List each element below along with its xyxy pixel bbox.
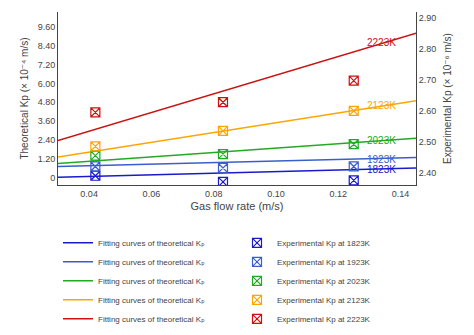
svg-text:2.90: 2.90 — [419, 13, 437, 23]
svg-text:Experimental Kp at 2123K: Experimental Kp at 2123K — [277, 296, 371, 305]
svg-text:Experimental Kp at 1923K: Experimental Kp at 1923K — [277, 258, 371, 267]
svg-text:6.00: 6.00 — [38, 79, 56, 89]
svg-text:1823K: 1823K — [367, 164, 396, 175]
svg-text:0.10: 0.10 — [267, 189, 285, 199]
svg-text:2223K: 2223K — [367, 37, 396, 48]
svg-text:Fitting curves of theoretical: Fitting curves of theoretical Kₚ — [98, 277, 205, 286]
svg-text:2123K: 2123K — [367, 100, 396, 111]
svg-text:Theoretical Kp (× 10⁻⁴ m/s): Theoretical Kp (× 10⁻⁴ m/s) — [19, 37, 30, 159]
svg-text:Fitting curves of theoretical: Fitting curves of theoretical Kₚ — [98, 315, 205, 324]
svg-text:0.06: 0.06 — [143, 189, 161, 199]
svg-text:Experimental Kp at 2223K: Experimental Kp at 2223K — [277, 315, 371, 324]
svg-text:2.50: 2.50 — [419, 137, 437, 147]
svg-text:Fitting curves of theoretical: Fitting curves of theoretical Kₚ — [98, 296, 205, 305]
svg-text:1923K: 1923K — [367, 154, 396, 165]
svg-text:Experimental Kp at 2023K: Experimental Kp at 2023K — [277, 277, 371, 286]
svg-text:3.60: 3.60 — [38, 116, 56, 126]
svg-text:Gas flow rate (m/s): Gas flow rate (m/s) — [191, 200, 284, 212]
svg-text:2.70: 2.70 — [419, 75, 437, 85]
svg-text:0.14: 0.14 — [392, 189, 410, 199]
svg-text:0: 0 — [50, 173, 55, 183]
svg-text:2.40: 2.40 — [419, 168, 437, 178]
svg-text:Experimental Kp at 1823K: Experimental Kp at 1823K — [277, 239, 371, 248]
svg-text:7.20: 7.20 — [38, 60, 56, 70]
svg-text:2023K: 2023K — [367, 135, 396, 146]
svg-text:2.80: 2.80 — [419, 44, 437, 54]
svg-text:4.80: 4.80 — [38, 97, 56, 107]
svg-text:Experimental Kp (× 10⁻⁶ m/s): Experimental Kp (× 10⁻⁶ m/s) — [442, 33, 453, 164]
svg-text:1.20: 1.20 — [38, 154, 56, 164]
svg-text:0.08: 0.08 — [205, 189, 223, 199]
svg-text:9.60: 9.60 — [38, 22, 56, 32]
svg-text:0.12: 0.12 — [329, 189, 347, 199]
svg-text:2.60: 2.60 — [419, 106, 437, 116]
svg-text:Fitting curves of theoretical: Fitting curves of theoretical Kₚ — [98, 258, 205, 267]
svg-text:8.40: 8.40 — [38, 41, 56, 51]
svg-text:2.40: 2.40 — [38, 135, 56, 145]
svg-text:Fitting curves of theoretical: Fitting curves of theoretical Kₚ — [98, 239, 205, 248]
svg-text:0.04: 0.04 — [80, 189, 98, 199]
